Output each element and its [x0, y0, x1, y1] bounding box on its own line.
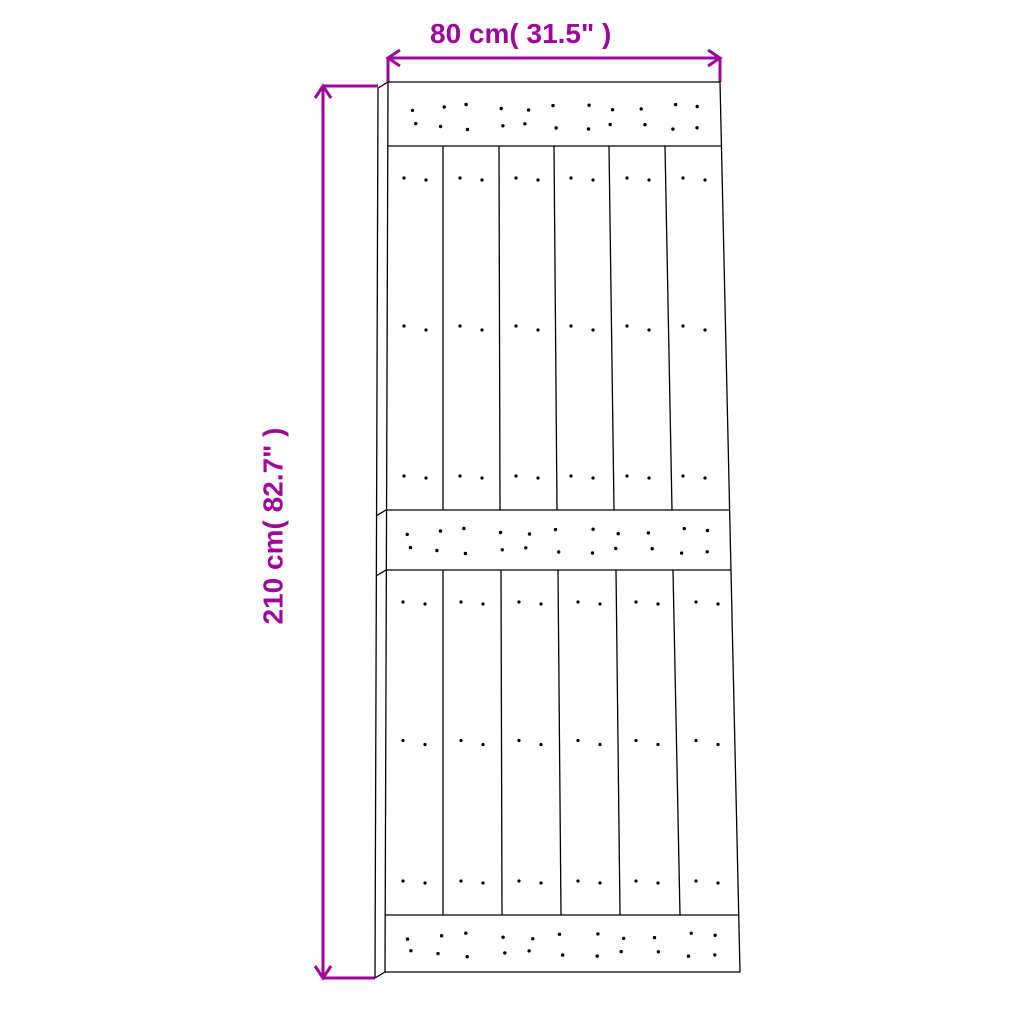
lower-planks: [443, 570, 680, 915]
door-front-face: [385, 82, 740, 972]
width-dimension-label: 80 cm( 31.5" ): [430, 18, 611, 50]
height-dimension-label: 210 cm( 82.7" ): [257, 428, 289, 625]
door-diagram-svg: [0, 0, 1024, 1024]
diagram-container: 80 cm( 31.5" ) 210 cm( 82.7" ): [0, 0, 1024, 1024]
width-value: 80 cm( 31.5" ): [430, 18, 611, 49]
height-value: 210 cm( 82.7" ): [257, 428, 288, 625]
upper-planks: [443, 146, 672, 510]
